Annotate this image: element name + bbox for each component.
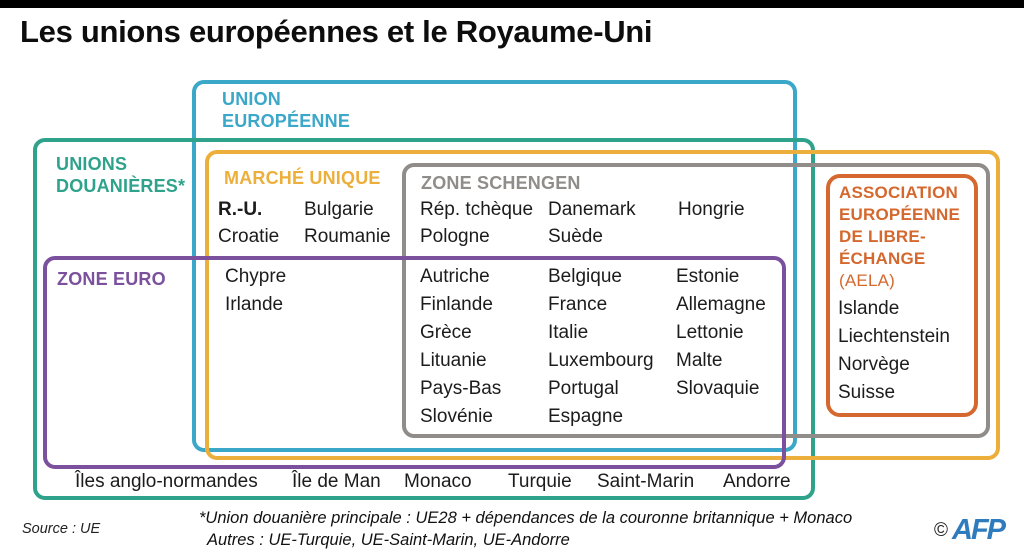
page-title: Les unions européennes et le Royaume-Uni bbox=[20, 14, 653, 49]
country-label: Suède bbox=[548, 226, 603, 247]
country-label: Belgique bbox=[548, 266, 622, 287]
country-label: Andorre bbox=[723, 471, 791, 492]
country-label: Islande bbox=[838, 298, 900, 319]
country-label: Croatie bbox=[218, 226, 280, 247]
country-label: Danemark bbox=[548, 199, 636, 220]
box-aela bbox=[826, 174, 978, 417]
label-union-europeenne: UNION EUROPÉENNE bbox=[222, 88, 350, 132]
country-label: Italie bbox=[548, 322, 589, 343]
footnote: *Union douanière principale : UE28 + dép… bbox=[199, 508, 852, 551]
group-single-market-col2: Bulgarie Roumanie bbox=[304, 196, 391, 250]
label-aela-acronym: (AELA) bbox=[839, 271, 895, 290]
group-schengen-col3: Hongrie bbox=[678, 196, 745, 223]
country-label: Hongrie bbox=[678, 199, 745, 220]
box-union-europeenne bbox=[192, 80, 797, 452]
afp-wordmark: AFP bbox=[952, 514, 1006, 546]
country-label: Rép. tchèque bbox=[420, 199, 534, 220]
country-label: Espagne bbox=[548, 406, 624, 427]
group-euro-schengen-col2: Belgique France Italie Luxembourg Portug… bbox=[548, 263, 654, 431]
group-euro-schengen-col1: Autriche Finlande Grèce Lituanie Pays-Ba… bbox=[420, 263, 501, 431]
country-label: Allemagne bbox=[676, 294, 766, 315]
group-aela-members: Islande Liechtenstein Norvège Suisse bbox=[838, 295, 950, 407]
country-label: Île de Man bbox=[292, 471, 381, 492]
country-label: Portugal bbox=[548, 378, 619, 399]
box-unions-douanieres bbox=[33, 138, 815, 500]
country-label-uk: R.-U. bbox=[218, 199, 263, 220]
country-label: Liechtenstein bbox=[838, 326, 950, 347]
top-black-bar bbox=[0, 0, 1024, 8]
group-euro-schengen-col3: Estonie Allemagne Lettonie Malte Slovaqu… bbox=[676, 263, 766, 403]
country-label: Saint-Marin bbox=[597, 471, 695, 492]
label-zone-schengen: ZONE SCHENGEN bbox=[421, 173, 581, 193]
label-line: UNIONS bbox=[56, 154, 128, 174]
group-single-market-col1: R.-U. Croatie bbox=[218, 196, 279, 250]
country-label: Roumanie bbox=[304, 226, 391, 247]
country-label: Grèce bbox=[420, 322, 472, 343]
label-line: ÉCHANGE bbox=[839, 249, 926, 268]
country-label: Irlande bbox=[225, 294, 284, 315]
label-aela: ASSOCIATION EUROPÉENNE DE LIBRE- ÉCHANGE… bbox=[839, 182, 960, 292]
box-marche-unique bbox=[205, 150, 1000, 460]
country-label: Bulgarie bbox=[304, 199, 374, 220]
group-schengen-col2: Danemark Suède bbox=[548, 196, 636, 250]
country-label: Slovaquie bbox=[676, 378, 760, 399]
box-zone-schengen bbox=[402, 163, 990, 438]
country-label: Malte bbox=[676, 350, 723, 371]
group-euro-no-schengen: Chypre Irlande bbox=[225, 263, 286, 319]
country-label: Finlande bbox=[420, 294, 493, 315]
footnote-line1: *Union douanière principale : UE28 + dép… bbox=[199, 509, 853, 527]
country-label: France bbox=[548, 294, 608, 315]
copyright-symbol: © bbox=[934, 519, 948, 541]
label-line: EUROPÉENNE bbox=[839, 205, 961, 224]
footnote-line2: Autres : UE-Turquie, UE-Saint-Marin, UE-… bbox=[207, 530, 570, 549]
label-zone-euro: ZONE EURO bbox=[57, 269, 166, 289]
country-label: Lituanie bbox=[420, 350, 487, 371]
group-schengen-col1: Rép. tchèque Pologne bbox=[420, 196, 533, 250]
country-label: Norvège bbox=[838, 354, 910, 375]
country-label: Chypre bbox=[225, 266, 287, 287]
label-line: EUROPÉENNE bbox=[222, 111, 351, 131]
box-zone-euro bbox=[43, 256, 786, 469]
country-label: Luxembourg bbox=[548, 350, 654, 371]
country-label: Pologne bbox=[420, 226, 490, 247]
label-line: DE LIBRE- bbox=[839, 227, 926, 246]
label-marche-unique: MARCHÉ UNIQUE bbox=[224, 168, 381, 188]
country-label: Pays-Bas bbox=[420, 378, 502, 399]
country-label: Lettonie bbox=[676, 322, 744, 343]
country-label: Monaco bbox=[404, 471, 472, 492]
country-label: Îles anglo-normandes bbox=[75, 471, 258, 492]
label-line: ASSOCIATION bbox=[839, 183, 959, 202]
country-label: Slovénie bbox=[420, 406, 493, 427]
country-label: Estonie bbox=[676, 266, 740, 287]
country-label: Autriche bbox=[420, 266, 490, 287]
source-credit: Source : UE bbox=[22, 521, 101, 537]
label-unions-douanieres: UNIONS DOUANIÈRES* bbox=[56, 153, 185, 197]
label-line: UNION bbox=[222, 89, 281, 109]
country-label: Turquie bbox=[508, 471, 572, 492]
label-line: DOUANIÈRES* bbox=[56, 176, 186, 196]
country-label: Suisse bbox=[838, 382, 896, 403]
afp-logo: © AFP bbox=[934, 514, 1006, 546]
